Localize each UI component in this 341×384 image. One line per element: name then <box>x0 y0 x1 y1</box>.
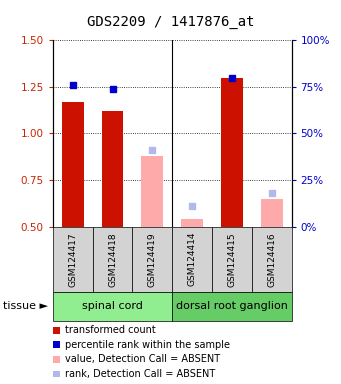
Bar <box>172 227 212 292</box>
Text: GSM124414: GSM124414 <box>188 232 197 286</box>
Bar <box>181 219 203 227</box>
Text: GDS2209 / 1417876_at: GDS2209 / 1417876_at <box>87 15 254 29</box>
Text: spinal cord: spinal cord <box>82 301 143 311</box>
Bar <box>172 292 292 321</box>
Bar <box>221 78 243 227</box>
Text: rank, Detection Call = ABSENT: rank, Detection Call = ABSENT <box>65 369 215 379</box>
Bar <box>53 227 93 292</box>
Bar <box>53 292 172 321</box>
Text: GSM124417: GSM124417 <box>68 232 77 286</box>
Bar <box>62 102 84 227</box>
Bar <box>212 227 252 292</box>
Bar <box>102 111 123 227</box>
Text: dorsal root ganglion: dorsal root ganglion <box>176 301 288 311</box>
Text: GSM124418: GSM124418 <box>108 232 117 286</box>
Bar <box>142 156 163 227</box>
Text: percentile rank within the sample: percentile rank within the sample <box>65 340 230 350</box>
Text: GSM124419: GSM124419 <box>148 232 157 286</box>
Text: tissue ►: tissue ► <box>3 301 48 311</box>
Bar <box>132 227 172 292</box>
Bar <box>252 227 292 292</box>
Text: transformed count: transformed count <box>65 325 155 335</box>
Text: value, Detection Call = ABSENT: value, Detection Call = ABSENT <box>65 354 220 364</box>
Text: GSM124415: GSM124415 <box>227 232 236 286</box>
Bar <box>93 227 132 292</box>
Text: GSM124416: GSM124416 <box>267 232 276 286</box>
Bar <box>261 199 283 227</box>
